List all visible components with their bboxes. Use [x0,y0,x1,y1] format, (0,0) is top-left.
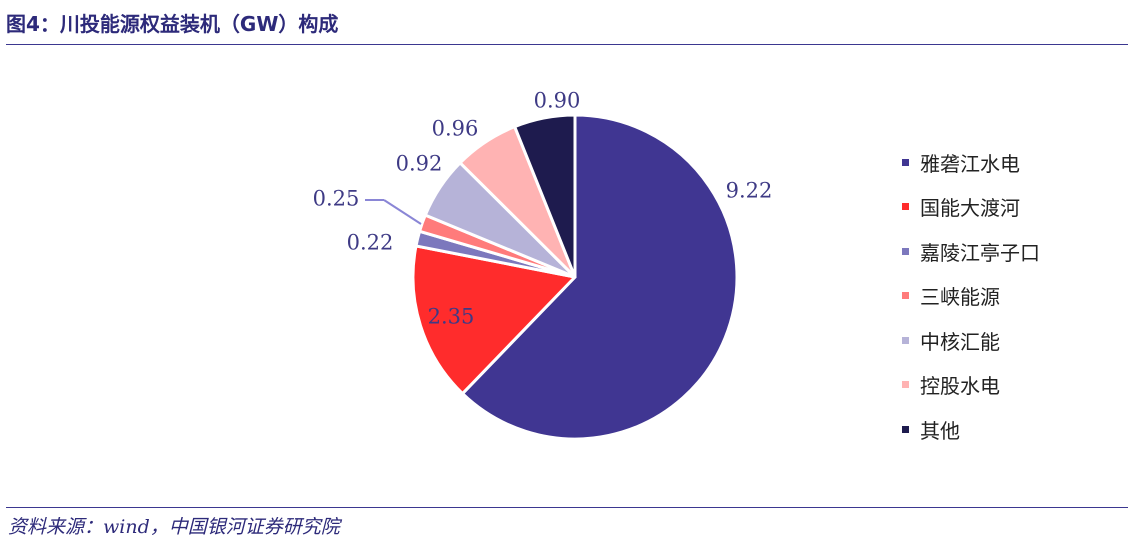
source-note: 资料来源：wind，中国银河证券研究院 [8,516,340,538]
data-label-其他: 0.90 [534,89,581,113]
data-label-嘉陵江亭子口: 0.22 [347,231,394,255]
legend-item: 控股水电 [902,363,1040,408]
legend-swatch [902,381,909,389]
legend-item: 其他 [902,407,1040,452]
legend: 雅砻江水电国能大渡河嘉陵江亭子口 三峡能源中核汇能控股水电其他 [902,140,1040,452]
data-label-中核汇能: 0.92 [396,152,443,176]
legend-item: 雅砻江水电 [902,140,1040,185]
legend-item: 嘉陵江亭子口 [902,229,1040,274]
bottom-divider [6,507,1128,508]
legend-item: 三峡能源 [902,274,1040,319]
legend-label: 中核汇能 [920,329,1000,354]
legend-label: 三峡能源 [920,285,1000,310]
pie-slice-其他 [513,113,577,279]
legend-label: 控股水电 [920,374,1000,399]
legend-swatch [902,292,909,300]
legend-label: 其他 [920,418,960,443]
pie-slice-国能大渡河 [411,244,577,396]
data-label-控股水电: 0.96 [432,117,479,141]
data-label-国能大渡河: 2.35 [428,305,475,329]
legend-swatch [902,158,909,166]
leader-line-0.25-diag [383,199,422,225]
legend-swatch [902,336,909,344]
data-label-雅砻江水电: 9.22 [726,179,773,203]
pie-slice-雅砻江水电 [461,113,739,441]
legend-label: 嘉陵江亭子口 [920,240,1040,265]
legend-item: 国能大渡河 [902,185,1040,230]
figure-title: 图4：川投能源权益装机（GW）构成 [6,12,339,36]
legend-label: 雅砻江水电 [920,151,1020,176]
legend-item: 中核汇能 [902,318,1040,363]
legend-label: 国能大渡河 [920,196,1020,221]
data-label-三峡能源: 0.25 [313,187,360,211]
legend-swatch [902,203,909,211]
legend-swatch [902,247,909,255]
top-divider [6,44,1128,45]
legend-swatch [902,425,909,433]
